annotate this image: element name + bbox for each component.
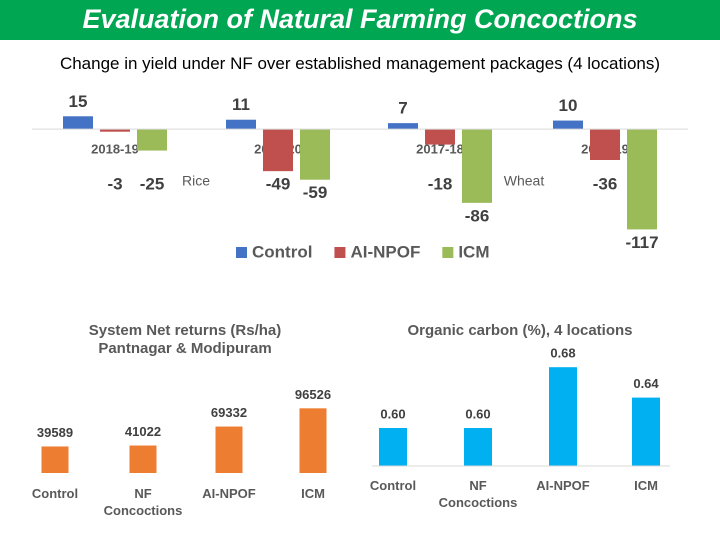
- x-tick-label: ICM: [634, 478, 658, 493]
- legend-label: Control: [252, 242, 312, 261]
- bar: [549, 367, 577, 466]
- bar: [590, 129, 620, 160]
- bar: [300, 129, 330, 180]
- bar: [425, 129, 455, 145]
- data-label: 15: [69, 92, 88, 111]
- x-tick-label: NF Concoctions: [438, 478, 518, 510]
- bar: [215, 426, 243, 473]
- bar: [41, 446, 69, 473]
- data-label: -25: [140, 175, 165, 194]
- legend-swatch: [236, 247, 247, 258]
- data-label: 11: [232, 95, 250, 114]
- x-tick-label: 2017-18: [416, 142, 464, 157]
- bar: [100, 129, 130, 132]
- bar: [63, 116, 93, 130]
- bar: [226, 119, 256, 130]
- x-tick-label: AI-NPOF: [202, 486, 256, 501]
- data-label: -117: [625, 233, 658, 252]
- legend-label: AI-NPOF: [350, 242, 420, 261]
- bar: [137, 129, 167, 151]
- data-label: 0.64: [633, 376, 659, 391]
- x-tick-label: Control: [31, 486, 79, 501]
- header-bar: Evaluation of Natural Farming Concoction…: [0, 0, 720, 40]
- bar: [627, 129, 657, 230]
- data-label: -86: [465, 206, 490, 225]
- data-label: 0.60: [380, 406, 405, 421]
- bar: [379, 428, 407, 466]
- chart-title: Organic carbon (%), 4 locations: [407, 322, 633, 339]
- bar: [263, 129, 293, 172]
- data-label: -18: [428, 175, 453, 194]
- data-label: 0.68: [550, 346, 575, 361]
- data-label: 7: [398, 99, 407, 118]
- bar: [462, 129, 492, 203]
- data-label: 0.60: [465, 406, 490, 421]
- annotation: Rice: [182, 173, 210, 189]
- bar: [464, 428, 492, 466]
- legend-swatch: [334, 247, 346, 258]
- data-label: -36: [593, 175, 618, 194]
- subtitle: Change in yield under NF over establishe…: [59, 54, 661, 73]
- data-label: 69332: [211, 405, 247, 420]
- slide-title: Evaluation of Natural Farming Concoction…: [82, 4, 638, 34]
- legend-label: ICM: [458, 242, 489, 261]
- bar: [299, 408, 327, 473]
- chart-title: System Net returns (Rs/ha) Pantnagar & M…: [88, 322, 282, 357]
- data-label: 39589: [37, 425, 73, 440]
- data-label: 10: [559, 96, 578, 115]
- x-tick-label: Control: [369, 478, 417, 493]
- data-label: -49: [266, 175, 291, 194]
- x-tick-label: AI-NPOF: [536, 478, 590, 493]
- bar: [129, 445, 157, 473]
- bar: [553, 120, 583, 130]
- data-label: -59: [303, 183, 328, 202]
- legend-swatch: [442, 247, 454, 258]
- bar: [632, 397, 660, 466]
- x-tick-label: NF Concoctions: [103, 486, 183, 518]
- x-tick-label: 2018-19: [91, 142, 139, 157]
- x-tick-label: ICM: [301, 486, 325, 501]
- data-label: 41022: [125, 424, 161, 439]
- bar: [388, 123, 418, 130]
- data-label: -3: [107, 175, 122, 194]
- annotation: Wheat: [504, 173, 545, 189]
- data-label: 96526: [295, 387, 331, 402]
